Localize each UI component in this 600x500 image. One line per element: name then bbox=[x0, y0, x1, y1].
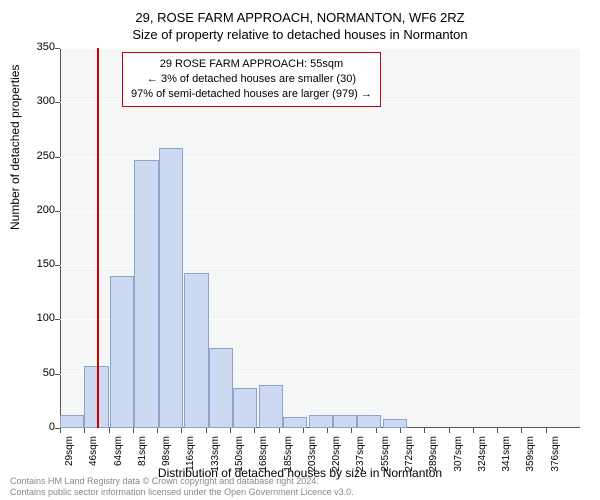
x-tick bbox=[133, 428, 134, 433]
x-tick-label: 98sqm bbox=[161, 436, 172, 476]
annotation-box: 29 ROSE FARM APPROACH: 55sqm ← 3% of det… bbox=[122, 52, 381, 107]
x-tick-label: 64sqm bbox=[113, 436, 124, 476]
x-tick-label: 220sqm bbox=[331, 436, 342, 476]
x-tick bbox=[157, 428, 158, 433]
y-axis-line bbox=[60, 48, 61, 428]
histogram-bar bbox=[259, 385, 283, 428]
x-tick-label: 29sqm bbox=[64, 436, 75, 476]
x-tick-label: 324sqm bbox=[477, 436, 488, 476]
x-tick-label: 150sqm bbox=[234, 436, 245, 476]
x-tick-label: 289sqm bbox=[428, 436, 439, 476]
footer: Contains HM Land Registry data © Crown c… bbox=[10, 476, 354, 498]
x-tick bbox=[376, 428, 377, 433]
y-tick-label: 50 bbox=[25, 367, 55, 379]
x-tick-label: 81sqm bbox=[137, 436, 148, 476]
y-tick bbox=[55, 265, 60, 266]
histogram-bar bbox=[383, 419, 407, 428]
chart-container: 29, ROSE FARM APPROACH, NORMANTON, WF6 2… bbox=[0, 0, 600, 500]
x-tick bbox=[254, 428, 255, 433]
grid-line bbox=[60, 48, 580, 49]
x-tick bbox=[279, 428, 280, 433]
footer-line2: Contains public sector information licen… bbox=[10, 487, 354, 498]
histogram-bar bbox=[110, 276, 134, 428]
histogram-bar bbox=[357, 415, 381, 428]
x-tick bbox=[206, 428, 207, 433]
y-tick-label: 150 bbox=[25, 258, 55, 270]
x-tick bbox=[497, 428, 498, 433]
y-tick-label: 100 bbox=[25, 312, 55, 324]
histogram-bar bbox=[233, 388, 257, 428]
x-tick-label: 255sqm bbox=[380, 436, 391, 476]
x-tick-label: 341sqm bbox=[501, 436, 512, 476]
x-tick bbox=[181, 428, 182, 433]
x-tick bbox=[473, 428, 474, 433]
x-tick bbox=[546, 428, 547, 433]
histogram-bar bbox=[159, 148, 183, 428]
x-tick bbox=[303, 428, 304, 433]
y-tick-label: 300 bbox=[25, 95, 55, 107]
y-tick bbox=[55, 374, 60, 375]
x-tick bbox=[109, 428, 110, 433]
x-tick-label: 376sqm bbox=[550, 436, 561, 476]
histogram-bar bbox=[283, 417, 307, 428]
y-tick-label: 0 bbox=[25, 421, 55, 433]
x-tick bbox=[60, 428, 61, 433]
chart-title-line1: 29, ROSE FARM APPROACH, NORMANTON, WF6 2… bbox=[0, 0, 600, 25]
annotation-line3: 97% of semi-detached houses are larger (… bbox=[131, 87, 372, 102]
x-tick-label: 272sqm bbox=[404, 436, 415, 476]
y-axis-title: Number of detached properties bbox=[8, 65, 22, 230]
x-tick-label: 133sqm bbox=[210, 436, 221, 476]
grid-line bbox=[60, 157, 580, 158]
histogram-bar bbox=[309, 415, 333, 428]
x-tick bbox=[351, 428, 352, 433]
y-tick-label: 200 bbox=[25, 204, 55, 216]
x-tick-label: 359sqm bbox=[525, 436, 536, 476]
y-tick-label: 250 bbox=[25, 150, 55, 162]
histogram-bar bbox=[184, 273, 208, 428]
annotation-line2: ← 3% of detached houses are smaller (30) bbox=[131, 72, 372, 87]
footer-line1: Contains HM Land Registry data © Crown c… bbox=[10, 476, 354, 487]
histogram-bar bbox=[209, 348, 233, 428]
y-tick-label: 350 bbox=[25, 41, 55, 53]
histogram-bar bbox=[333, 415, 357, 428]
y-tick bbox=[55, 319, 60, 320]
x-tick bbox=[424, 428, 425, 433]
histogram-bar bbox=[134, 160, 158, 428]
y-tick bbox=[55, 211, 60, 212]
x-tick-label: 203sqm bbox=[307, 436, 318, 476]
x-tick bbox=[400, 428, 401, 433]
marker-line bbox=[97, 48, 99, 428]
annotation-line1: 29 ROSE FARM APPROACH: 55sqm bbox=[131, 57, 372, 72]
y-tick bbox=[55, 48, 60, 49]
x-tick-label: 46sqm bbox=[88, 436, 99, 476]
x-tick-label: 116sqm bbox=[185, 436, 196, 476]
x-tick-label: 307sqm bbox=[453, 436, 464, 476]
y-tick bbox=[55, 102, 60, 103]
x-tick bbox=[84, 428, 85, 433]
histogram-bar bbox=[60, 415, 84, 428]
chart-title-line2: Size of property relative to detached ho… bbox=[0, 25, 600, 42]
x-tick bbox=[327, 428, 328, 433]
x-tick-label: 237sqm bbox=[355, 436, 366, 476]
x-tick-label: 168sqm bbox=[258, 436, 269, 476]
x-tick bbox=[230, 428, 231, 433]
y-tick bbox=[55, 157, 60, 158]
grid-line bbox=[60, 428, 580, 429]
x-tick bbox=[521, 428, 522, 433]
x-tick-label: 185sqm bbox=[283, 436, 294, 476]
x-tick bbox=[449, 428, 450, 433]
